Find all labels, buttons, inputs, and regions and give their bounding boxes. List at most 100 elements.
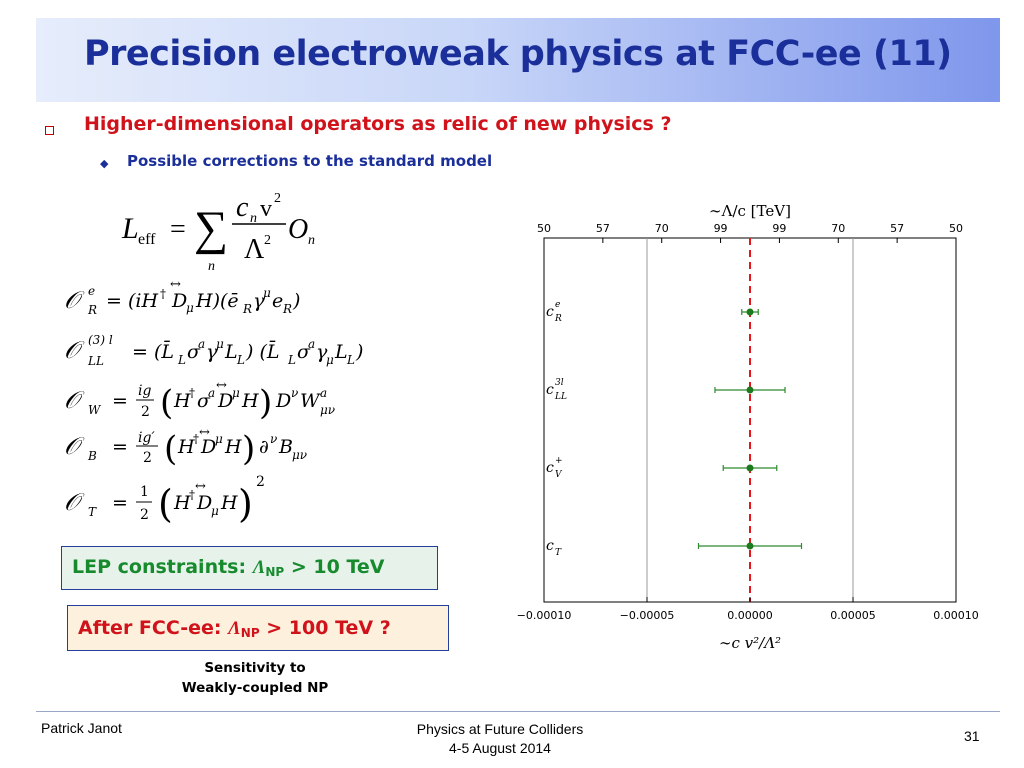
page-number: 31 bbox=[964, 728, 980, 744]
formula-vev: v bbox=[260, 196, 272, 222]
svg-text:μν: μν bbox=[320, 403, 335, 417]
svg-text:σ: σ bbox=[197, 390, 211, 412]
svg-text:= (iH: = (iH bbox=[106, 290, 158, 312]
formula-lhs: L bbox=[121, 212, 139, 245]
svg-text:D: D bbox=[196, 492, 212, 514]
svg-text:L: L bbox=[224, 341, 238, 363]
data-point-0 bbox=[746, 308, 754, 316]
data-point-3 bbox=[746, 542, 754, 550]
category-label-sub-3: T bbox=[555, 548, 562, 558]
svg-text:a: a bbox=[198, 337, 205, 351]
svg-text:(: ( bbox=[164, 429, 177, 469]
svg-text:μ: μ bbox=[215, 432, 223, 446]
svg-text:ig′: ig′ bbox=[138, 430, 155, 446]
top-tick-label-4: 99 bbox=[772, 222, 786, 235]
svg-text:↔: ↔ bbox=[170, 277, 181, 292]
svg-text:L: L bbox=[177, 353, 186, 367]
svg-text:𝒪: 𝒪 bbox=[64, 432, 85, 460]
svg-text:ν: ν bbox=[291, 386, 298, 400]
svg-text:): ) bbox=[292, 290, 300, 312]
svg-text:a: a bbox=[208, 386, 215, 400]
svg-text:ν: ν bbox=[270, 432, 277, 446]
svg-text:a: a bbox=[308, 337, 315, 351]
top-axis-label: ∼Λ/c [TeV] bbox=[709, 202, 791, 220]
svg-text:(3) l: (3) l bbox=[88, 333, 113, 347]
formula-equals: = bbox=[170, 214, 186, 245]
category-label-sup-2: + bbox=[555, 456, 563, 466]
top-tick-label-7: 50 bbox=[949, 222, 963, 235]
data-point-1 bbox=[746, 386, 754, 394]
top-tick-label-1: 57 bbox=[596, 222, 610, 235]
svg-text:) (L̄: ) (L̄ bbox=[245, 340, 279, 363]
svg-text:†: † bbox=[160, 287, 166, 301]
fcc-ee-constraints-box: After FCC-ee: ΛNP > 100 TeV ? bbox=[67, 605, 449, 651]
svg-text:=: = bbox=[112, 390, 128, 412]
svg-text:H: H bbox=[173, 492, 191, 514]
category-label-1: c bbox=[546, 382, 554, 398]
category-label-3: c bbox=[546, 538, 554, 554]
category-label-sup-1: 3l bbox=[555, 378, 564, 388]
operator-B: 𝒪 B = ig′ 2 ( H † D ↔ μ H ) ∂ ν B μν bbox=[64, 425, 307, 469]
svg-text:ig: ig bbox=[138, 383, 151, 399]
operator-R-e: 𝒪 e R = (iH † D ↔ μ H)(ē R γ μ e R ) bbox=[64, 277, 300, 317]
svg-text:B: B bbox=[278, 436, 293, 458]
svg-text:): ) bbox=[238, 482, 253, 526]
svg-text:W: W bbox=[300, 390, 321, 412]
svg-text:= (L̄: = (L̄ bbox=[132, 340, 174, 363]
svg-text:D: D bbox=[171, 290, 187, 312]
svg-text:μ: μ bbox=[263, 286, 271, 300]
bottom-tick-label-0: −0.00010 bbox=[517, 609, 572, 622]
svg-text:L: L bbox=[236, 353, 245, 367]
bottom-tick-label-4: 0.00010 bbox=[933, 609, 979, 622]
svg-text:μ: μ bbox=[232, 386, 240, 400]
category-label-sub-2: V bbox=[555, 470, 563, 480]
svg-text:(: ( bbox=[160, 383, 173, 423]
svg-text:𝒪: 𝒪 bbox=[64, 386, 85, 414]
svg-text:2: 2 bbox=[256, 474, 265, 490]
svg-text:H: H bbox=[224, 436, 242, 458]
operator-LL-3l: 𝒪 (3) l LL = (L̄ L σ a γ μ L L ) (L̄ L σ… bbox=[64, 333, 363, 368]
svg-text:†: † bbox=[189, 386, 195, 400]
footer-divider bbox=[36, 711, 1000, 712]
formula-coef: c bbox=[236, 192, 249, 223]
svg-text:2: 2 bbox=[141, 404, 150, 420]
svg-text:μ: μ bbox=[326, 353, 334, 367]
svg-text:): ) bbox=[242, 429, 255, 469]
svg-text:D: D bbox=[200, 436, 216, 458]
svg-text:γ: γ bbox=[316, 341, 328, 363]
bullet-sub: Possible corrections to the standard mod… bbox=[127, 152, 493, 170]
svg-text:L: L bbox=[287, 353, 296, 367]
formula-lhs-sub: eff bbox=[138, 231, 156, 248]
top-tick-label-5: 70 bbox=[831, 222, 845, 235]
svg-text:H: H bbox=[220, 492, 238, 514]
formula-sum-index: n bbox=[208, 259, 215, 274]
formula-scale-exp: 2 bbox=[264, 233, 271, 248]
formula-scale: Λ bbox=[244, 234, 265, 265]
svg-text:μ: μ bbox=[186, 301, 194, 315]
operator-T: 𝒪 T = 1 2 ( H † D ↔ μ H ) 2 bbox=[64, 474, 265, 526]
top-tick-label-3: 99 bbox=[714, 222, 728, 235]
formula-operator-sub: n bbox=[308, 233, 315, 248]
svg-text:R: R bbox=[282, 302, 292, 316]
svg-text:σ: σ bbox=[297, 341, 311, 363]
lagrangian-formula: L eff = ∑ n c n v 2 Λ 2 O n bbox=[121, 191, 315, 274]
footer-conference: Physics at Future Colliders 4-5 August 2… bbox=[416, 721, 584, 756]
svg-text:D: D bbox=[217, 390, 233, 412]
svg-text:𝒪: 𝒪 bbox=[64, 488, 85, 516]
category-label-sup-0: e bbox=[555, 300, 560, 310]
lep-constraints-box: LEP constraints: ΛNP > 10 TeV bbox=[61, 546, 438, 590]
svg-text:e: e bbox=[272, 290, 283, 312]
svg-text:μ: μ bbox=[211, 504, 219, 518]
category-label-2: c bbox=[546, 460, 554, 476]
operator-W: 𝒪 W = ig 2 ( H † σ a D ↔ μ H ) D ν W a μ… bbox=[64, 378, 335, 423]
svg-text:𝒪: 𝒪 bbox=[64, 286, 85, 314]
svg-text:μν: μν bbox=[292, 448, 307, 462]
svg-text:L: L bbox=[346, 353, 355, 367]
svg-text:μ: μ bbox=[216, 337, 224, 351]
footer-author: Patrick Janot bbox=[41, 720, 122, 736]
sensitivity-caption: Sensitivity to Weakly-coupled NP bbox=[181, 660, 329, 696]
formula-operator: O bbox=[288, 214, 308, 245]
svg-text:γ: γ bbox=[206, 341, 218, 363]
svg-text:↔: ↔ bbox=[199, 425, 210, 440]
operator-list: 𝒪 e R = (iH † D ↔ μ H)(ē R γ μ e R ) 𝒪 (… bbox=[64, 277, 363, 526]
